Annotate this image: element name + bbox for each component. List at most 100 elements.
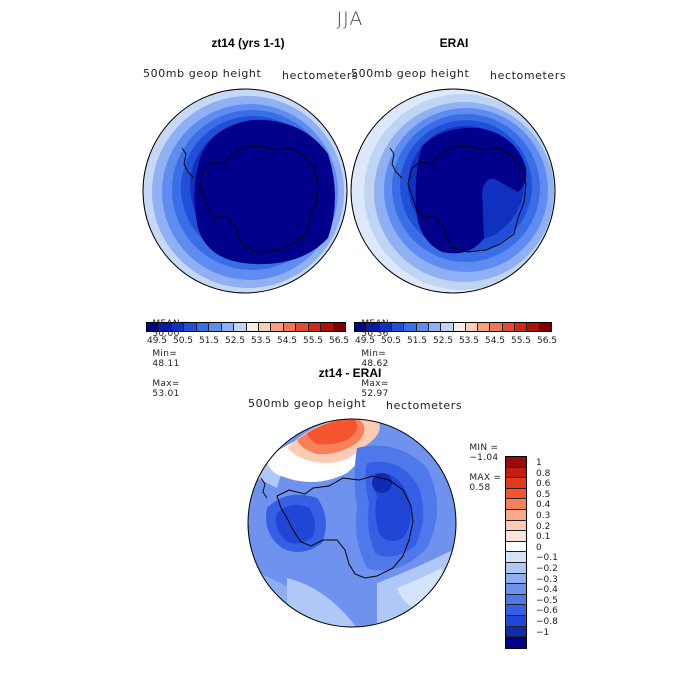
colorbar-swatch bbox=[506, 488, 526, 500]
colorbar-swatch bbox=[184, 323, 197, 331]
colorbar-tick-label: 1 bbox=[536, 458, 542, 468]
colorbar-swatch bbox=[465, 323, 479, 331]
colorbar-swatch bbox=[506, 584, 526, 595]
colorbar-tick-label: 0.2 bbox=[536, 521, 551, 532]
colorbar-swatch bbox=[258, 323, 272, 331]
colorbar-tick-label: 52.5 bbox=[224, 336, 246, 346]
colorbar-tick-label: 0 bbox=[536, 542, 542, 553]
panel2-variable-label: 500mb geop height bbox=[351, 67, 470, 80]
colorbar-swatch bbox=[506, 552, 526, 563]
colorbar-tick-label: 49.5 bbox=[146, 336, 168, 346]
colorbar-tick-label: 0.4 bbox=[536, 500, 551, 511]
diff-units-label: hectometers bbox=[386, 399, 463, 412]
colorbar-swatch bbox=[506, 509, 526, 521]
colorbar-tick-label: 53.5 bbox=[250, 336, 272, 346]
colorbar-tick-label: −0.4 bbox=[536, 585, 558, 596]
colorbar-swatch bbox=[506, 467, 526, 479]
colorbar-swatch bbox=[308, 323, 322, 331]
colorbar-swatch bbox=[539, 323, 551, 331]
colorbar-swatch bbox=[416, 323, 429, 331]
colorbar-tick-label: −0.5 bbox=[536, 595, 558, 606]
panel2-polar-map bbox=[350, 88, 556, 294]
panel2-units-label: hectometers bbox=[490, 69, 567, 82]
colorbar-tick-label: 52.5 bbox=[432, 336, 454, 346]
colorbar-swatch bbox=[506, 615, 526, 627]
colorbar-swatch bbox=[428, 323, 442, 331]
colorbar-tick-label: −0.2 bbox=[536, 564, 558, 574]
colorbar-swatch bbox=[379, 323, 392, 331]
colorbar-swatch bbox=[441, 323, 454, 331]
figure-title: JJA bbox=[336, 8, 364, 30]
colorbar-tick-label: 50.5 bbox=[380, 336, 402, 346]
panel2-colorbar bbox=[354, 322, 552, 332]
colorbar-tick-label: 54.5 bbox=[276, 336, 298, 346]
colorbar-swatch bbox=[506, 457, 526, 468]
diff-polar-map bbox=[247, 418, 457, 628]
colorbar-swatch bbox=[506, 605, 526, 616]
colorbar-swatch bbox=[283, 323, 297, 331]
colorbar-swatch bbox=[171, 323, 185, 331]
colorbar-tick-label: 0.5 bbox=[536, 489, 551, 500]
colorbar-tick-label: 51.5 bbox=[198, 336, 220, 346]
diff-variable-label: 500mb geop height bbox=[248, 397, 367, 410]
colorbar-swatch bbox=[506, 541, 526, 553]
colorbar-tick-label: 54.5 bbox=[484, 336, 506, 346]
colorbar-tick-label: 53.5 bbox=[458, 336, 480, 346]
panel1-min-value: 48.11 bbox=[152, 359, 180, 369]
colorbar-swatch bbox=[367, 323, 380, 331]
panel1-title: zt14 (yrs 1-1) bbox=[211, 36, 285, 50]
colorbar-swatch bbox=[453, 323, 466, 331]
colorbar-swatch bbox=[271, 323, 284, 331]
colorbar-swatch bbox=[159, 323, 172, 331]
colorbar-swatch bbox=[355, 323, 368, 331]
panel2-min-label: Min= bbox=[361, 349, 387, 359]
panel1-units-label: hectometers bbox=[282, 69, 359, 82]
colorbar-swatch bbox=[246, 323, 259, 331]
panel1-polar-map bbox=[142, 88, 348, 294]
diff-min-value: −1.04 bbox=[469, 453, 499, 463]
colorbar-swatch bbox=[506, 499, 526, 510]
colorbar-swatch bbox=[506, 520, 526, 532]
colorbar-tick-label: 0.8 bbox=[536, 468, 551, 479]
colorbar-tick-label: −0.6 bbox=[536, 606, 558, 617]
colorbar-tick-label: −0.8 bbox=[536, 617, 558, 627]
panel2-max-value: 52.97 bbox=[361, 389, 389, 399]
panel2-max-label: Max= bbox=[361, 379, 389, 389]
diff-panel-title: zt14 - ERAI bbox=[318, 366, 382, 380]
panel1-colorbar-labels: 49.5 50.5 51.5 52.5 53.5 54.5 55.5 56.5 bbox=[144, 336, 352, 346]
panel2-mean-value: 50.36 bbox=[361, 329, 389, 339]
colorbar-tick-label: 55.5 bbox=[302, 336, 324, 346]
colorbar-swatch bbox=[321, 323, 334, 331]
colorbar-swatch bbox=[506, 626, 526, 638]
colorbar-tick-label: −0.3 bbox=[536, 574, 558, 585]
panel1-max-value: 53.01 bbox=[152, 389, 180, 399]
diff-colorbar bbox=[505, 456, 527, 649]
colorbar-tick-label: 55.5 bbox=[510, 336, 532, 346]
colorbar-swatch bbox=[196, 323, 210, 331]
panel2-colorbar-labels: 49.5 50.5 51.5 52.5 53.5 54.5 55.5 56.5 bbox=[352, 336, 560, 346]
colorbar-swatch bbox=[296, 323, 309, 331]
colorbar-tick-label: −1 bbox=[536, 627, 550, 638]
colorbar-swatch bbox=[147, 323, 160, 331]
panel1-min-label: Min= bbox=[152, 349, 178, 359]
colorbar-tick-label: 0.6 bbox=[536, 479, 551, 490]
panel2-min-value: 48.62 bbox=[361, 359, 389, 369]
colorbar-tick-label: 50.5 bbox=[172, 336, 194, 346]
colorbar-tick-label: 0.3 bbox=[536, 511, 551, 521]
colorbar-tick-label: 51.5 bbox=[406, 336, 428, 346]
diff-max-value: 0.58 bbox=[469, 483, 491, 493]
colorbar-tick-label: −0.1 bbox=[536, 553, 558, 564]
colorbar-swatch bbox=[391, 323, 405, 331]
colorbar-swatch bbox=[515, 323, 528, 331]
colorbar-swatch bbox=[221, 323, 235, 331]
colorbar-swatch bbox=[506, 562, 526, 574]
panel2-title: ERAI bbox=[439, 36, 469, 50]
colorbar-swatch bbox=[502, 323, 516, 331]
panel1-variable-label: 500mb geop height bbox=[143, 67, 262, 80]
panel1-mean-value: 50.00 bbox=[152, 329, 180, 339]
colorbar-tick-label: 49.5 bbox=[354, 336, 376, 346]
panel1-max-label: Max= bbox=[152, 379, 180, 389]
colorbar-swatch bbox=[234, 323, 247, 331]
colorbar-tick-label: 56.5 bbox=[536, 336, 558, 346]
colorbar-swatch bbox=[506, 594, 526, 606]
